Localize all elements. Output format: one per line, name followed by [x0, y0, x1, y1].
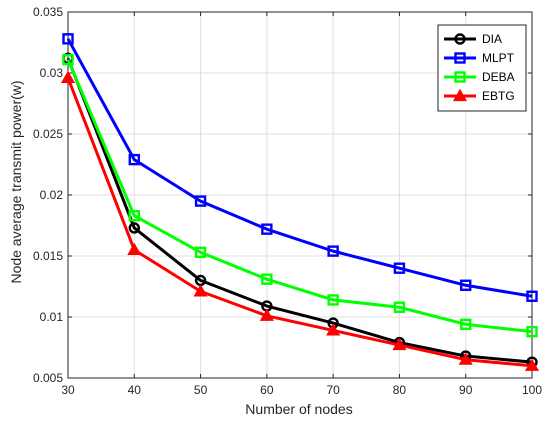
series-line-ebtg	[66, 77, 533, 368]
data-point-ebtg	[60, 70, 76, 83]
legend-item-mlpt: MLPT	[444, 51, 515, 65]
data-point-mlpt	[460, 279, 472, 291]
legend-item-ebtg: EBTG	[444, 88, 515, 103]
y-tick-label: 0.01	[40, 310, 64, 324]
series-line-deba	[66, 58, 533, 334]
data-point-ebtg	[259, 308, 274, 321]
data-point-deba	[526, 325, 538, 338]
x-tick-label: 80	[393, 383, 407, 397]
y-axis-label: Node average transmit power(w)	[8, 80, 24, 283]
legend-swatch-marker	[454, 71, 466, 83]
data-point-ebtg	[458, 352, 473, 365]
legend-swatch-marker	[454, 33, 466, 45]
x-axis-label: Number of nodes	[245, 401, 352, 417]
data-point-deba	[128, 210, 140, 222]
data-point-ebtg	[326, 323, 341, 336]
y-tick-label: 0.025	[33, 127, 63, 141]
legend-label: EBTG	[482, 89, 515, 103]
y-tick-label: 0.02	[40, 188, 64, 202]
x-tick-label: 30	[61, 383, 75, 397]
y-tick-label: 0.005	[33, 371, 63, 385]
data-point-deba	[327, 294, 339, 306]
legend-label: DEBA	[482, 70, 515, 84]
x-tick-label: 90	[459, 383, 473, 397]
y-tick-label: 0.035	[33, 5, 63, 19]
data-point-ebtg	[524, 358, 540, 371]
legend: DIA MLPT DEBA EBTG	[437, 24, 527, 112]
x-tick-label: 40	[128, 383, 142, 397]
data-point-deba	[194, 246, 207, 259]
series-layer	[60, 33, 540, 371]
data-point-deba	[62, 53, 74, 66]
legend-item-dia: DIA	[444, 32, 502, 46]
legend-swatch-marker	[452, 88, 468, 102]
data-point-deba	[460, 318, 472, 331]
data-point-mlpt	[194, 195, 207, 207]
legend-item-deba: DEBA	[444, 70, 515, 84]
data-point-mlpt	[526, 290, 538, 302]
series-line-mlpt	[66, 38, 533, 298]
data-point-ebtg	[193, 284, 208, 297]
data-point-ebtg	[392, 337, 407, 351]
data-point-mlpt	[261, 223, 273, 235]
series-ebtg	[60, 70, 540, 371]
x-tick-label: 50	[194, 383, 208, 397]
data-point-deba	[261, 273, 273, 285]
axes-frame	[67, 11, 533, 379]
series-deba	[62, 53, 538, 338]
x-tick-label: 70	[326, 383, 340, 397]
series-mlpt	[62, 33, 538, 302]
series-line-dia	[66, 57, 533, 364]
data-point-mlpt	[128, 153, 140, 166]
legend-label: MLPT	[482, 51, 515, 65]
data-point-mlpt	[62, 33, 74, 45]
y-tick-label: 0.015	[33, 249, 63, 263]
x-tick-label: 100	[522, 383, 542, 397]
axes: 30 40 50 60 70 80 90 100 0.005 0.01 0.015 0.02 0.025…	[33, 5, 542, 397]
y-tick-label: 0.03	[40, 66, 64, 80]
data-point-deba	[393, 301, 406, 313]
data-point-ebtg	[127, 242, 142, 255]
data-point-mlpt	[327, 245, 339, 257]
data-point-mlpt	[393, 262, 406, 274]
x-tick-label: 60	[260, 383, 274, 397]
legend-swatch-marker	[454, 52, 466, 64]
legend-label: DIA	[482, 32, 502, 46]
data-point-dia	[128, 222, 140, 234]
